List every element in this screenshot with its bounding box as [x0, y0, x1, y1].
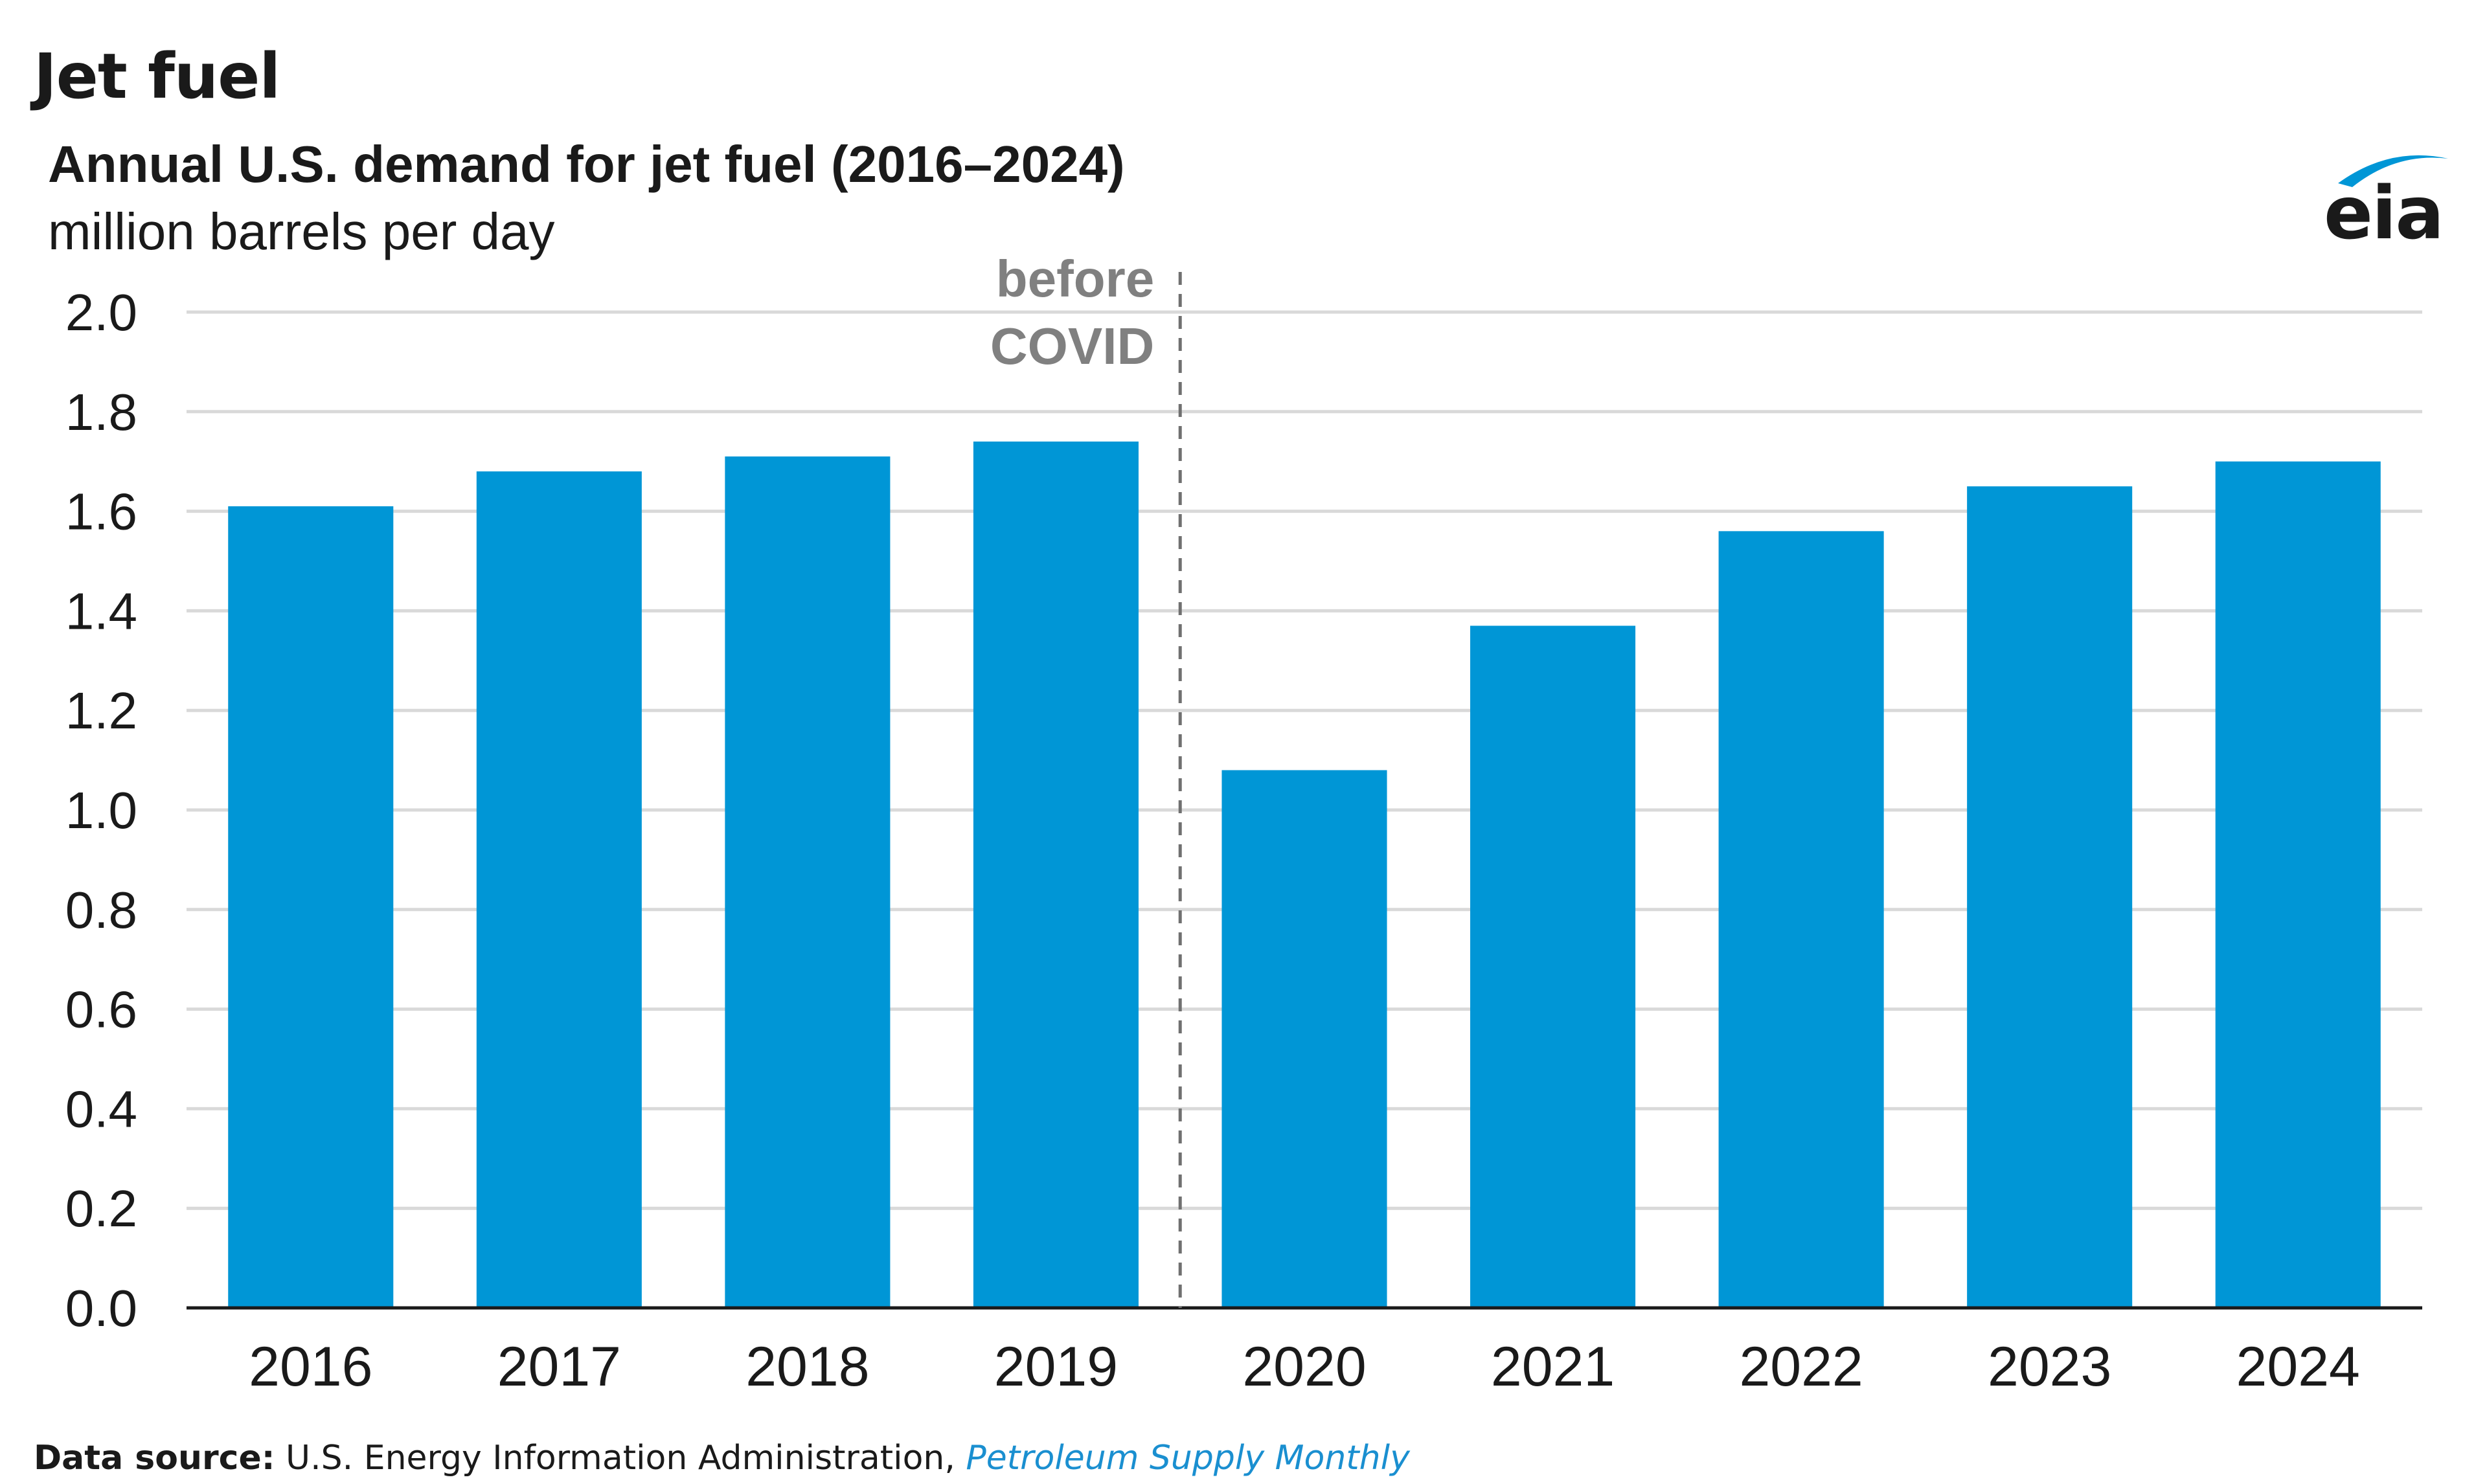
y-tick-label: 2.0: [65, 284, 137, 341]
x-tick-label: 2020: [1242, 1336, 1366, 1398]
y-tick-label: 0.2: [65, 1180, 137, 1237]
x-tick-label: 2023: [1988, 1336, 2111, 1398]
y-tick-label: 0.4: [65, 1080, 137, 1138]
bar-2020[interactable]: [1221, 770, 1387, 1308]
x-tick-label: 2017: [497, 1336, 621, 1398]
eia-logo: eia: [2319, 133, 2461, 256]
y-tick-label: 1.8: [65, 383, 137, 441]
y-tick-label: 1.0: [65, 781, 137, 839]
y-tick-label: 1.2: [65, 682, 137, 739]
bar-2021[interactable]: [1470, 625, 1636, 1308]
y-tick-label: 0.0: [65, 1279, 137, 1337]
bar-2019[interactable]: [973, 441, 1139, 1309]
y-tick-label: 1.4: [65, 582, 137, 640]
x-tick-label: 2022: [1739, 1336, 1863, 1398]
data-source-publication-link[interactable]: Petroleum Supply Monthly: [966, 1439, 1410, 1478]
logo-swoosh-icon: [2338, 155, 2448, 187]
y-tick-label: 0.8: [65, 881, 137, 939]
x-tick-label: 2021: [1491, 1336, 1615, 1398]
logo-text: eia: [2324, 172, 2444, 256]
y-tick-label: 1.6: [65, 483, 137, 541]
data-source: Data source: U.S. Energy Information Adm…: [34, 1439, 1410, 1478]
bar-2018[interactable]: [725, 456, 891, 1308]
x-tick-label: 2024: [2236, 1336, 2360, 1398]
bar-2016[interactable]: [228, 506, 394, 1309]
bar-2017[interactable]: [476, 471, 642, 1308]
data-source-org: U.S. Energy Information Administration,: [275, 1439, 966, 1478]
data-source-label: Data source:: [34, 1439, 275, 1478]
x-tick-label: 2019: [994, 1336, 1118, 1398]
page-heading: Jet fuel: [34, 40, 280, 113]
chart-title: Annual U.S. demand for jet fuel (2016–20…: [48, 135, 1125, 193]
bar-2024[interactable]: [2215, 461, 2381, 1309]
covid-annotation-label: before: [996, 250, 1155, 308]
y-tick-label: 0.6: [65, 981, 137, 1039]
chart-subtitle: million barrels per day: [48, 203, 555, 260]
x-tick-label: 2018: [745, 1336, 869, 1398]
x-tick-label: 2016: [249, 1336, 372, 1398]
covid-annotation-label: COVID: [990, 317, 1154, 375]
bar-2023[interactable]: [1967, 486, 2133, 1308]
bar-2022[interactable]: [1718, 531, 1884, 1308]
